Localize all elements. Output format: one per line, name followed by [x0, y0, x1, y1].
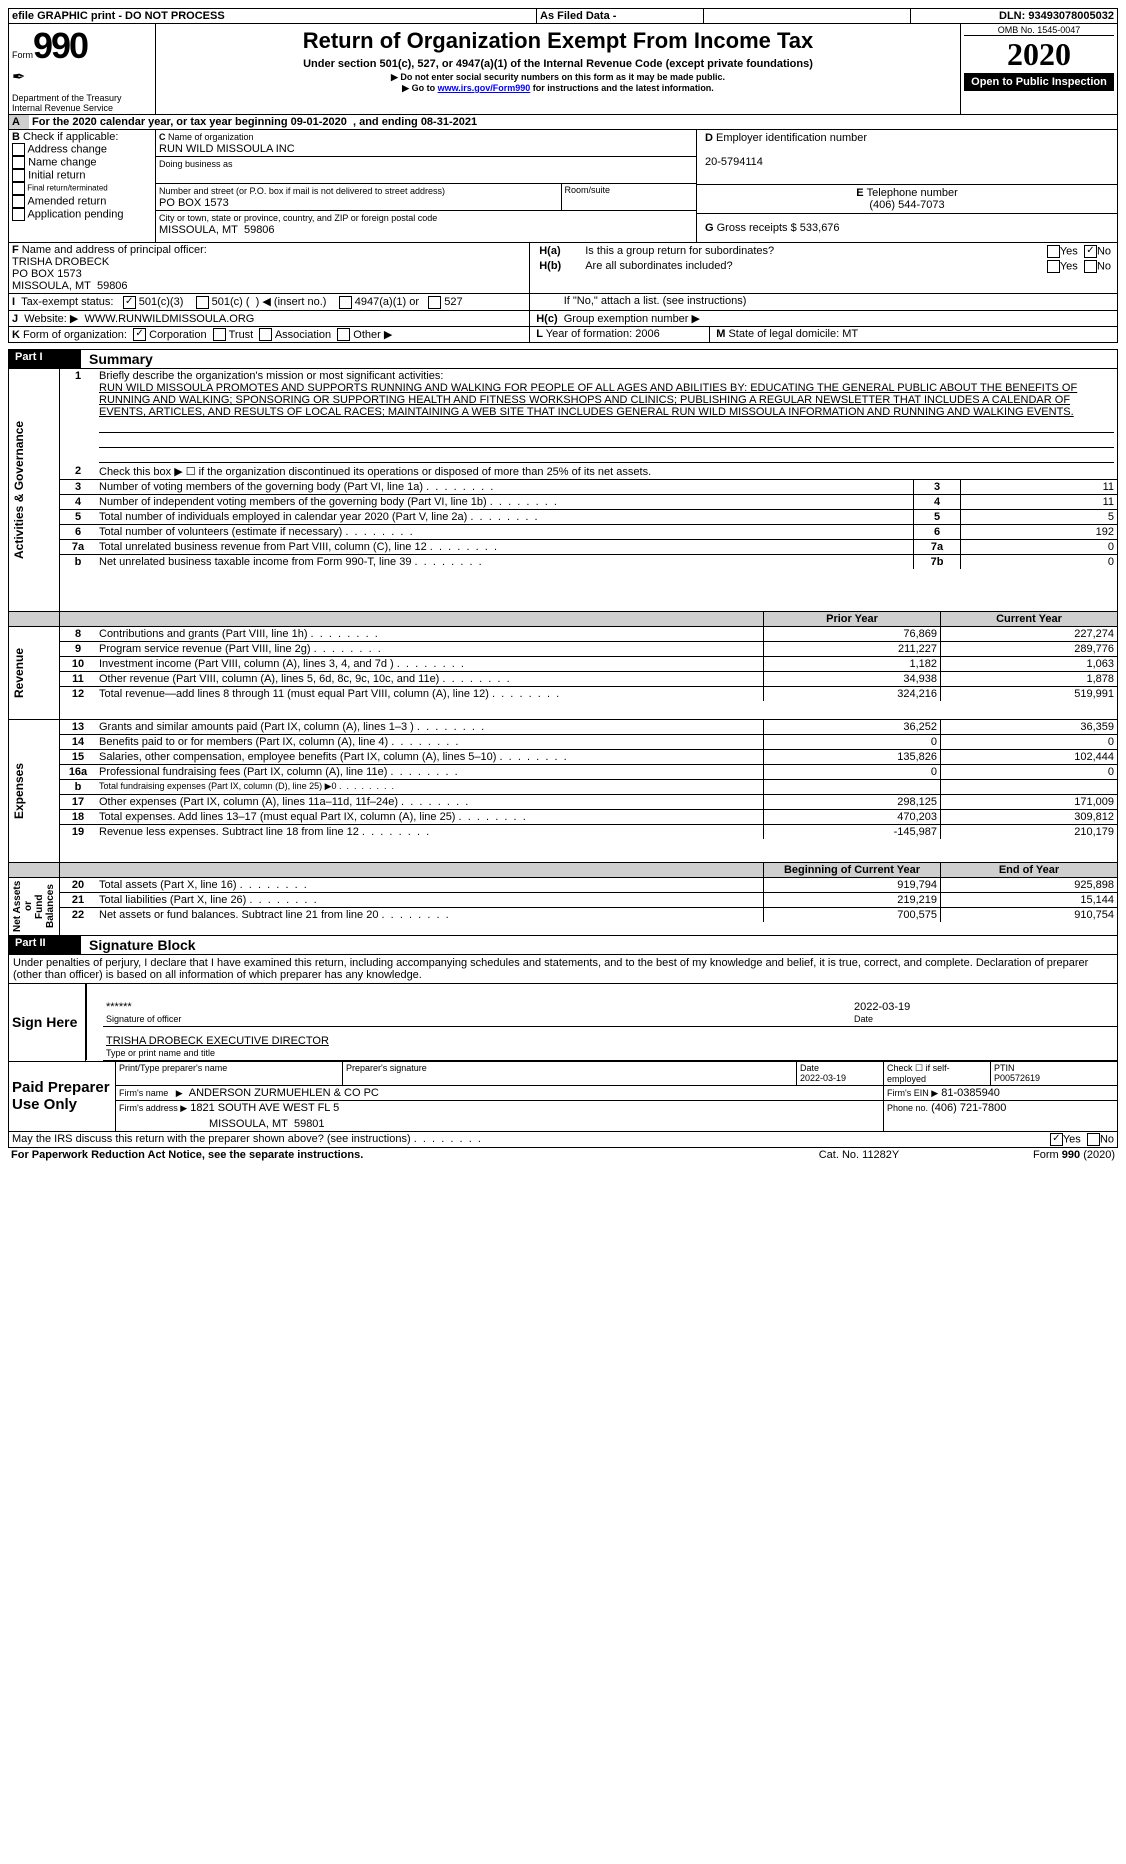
application-cb[interactable]: [12, 208, 25, 221]
identity-block: B Check if applicable: Address change Na…: [8, 130, 1118, 243]
top-bar: efile GRAPHIC print - DO NOT PROCESS As …: [8, 8, 1118, 24]
form-title: Return of Organization Exempt From Incom…: [159, 28, 957, 54]
tax-year: 2020: [964, 36, 1114, 73]
corp-cb[interactable]: ✓: [133, 328, 146, 341]
part1-summary: Activities & Governance 1Briefly describ…: [8, 369, 1118, 936]
addr-change-cb[interactable]: [12, 143, 25, 156]
mission: RUN WILD MISSOULA PROMOTES AND SUPPORTS …: [99, 382, 1077, 418]
form-number: 990: [33, 25, 87, 66]
website: WWW.RUNWILDMISSOULA.ORG: [84, 313, 254, 325]
initial-return-cb[interactable]: [12, 169, 25, 182]
header: Form990 ✒ Department of the Treasury Int…: [8, 24, 1118, 115]
phone: (406) 544-7073: [869, 199, 944, 211]
amended-cb[interactable]: [12, 195, 25, 208]
perjury: Under penalties of perjury, I declare th…: [8, 955, 1118, 984]
ha-no[interactable]: ✓: [1084, 245, 1097, 258]
gross-receipts: 533,676: [800, 222, 840, 234]
dln: 93493078005032: [1028, 10, 1114, 22]
period: For the 2020 calendar year, or tax year …: [29, 115, 1118, 130]
irs-link[interactable]: www.irs.gov/Form990: [438, 83, 531, 93]
501c3-cb[interactable]: ✓: [123, 296, 136, 309]
as-filed: As Filed Data -: [537, 9, 704, 24]
paid-preparer: Paid Preparer Use Only Print/Type prepar…: [8, 1062, 1118, 1132]
officer: TRISHA DROBECK PO BOX 1573 MISSOULA, MT …: [12, 256, 526, 292]
discuss-yes[interactable]: ✓: [1050, 1133, 1063, 1146]
name-change-cb[interactable]: [12, 156, 25, 169]
org-name: RUN WILD MISSOULA INC: [159, 143, 295, 155]
final-return-cb[interactable]: [12, 182, 25, 195]
efile-notice: efile GRAPHIC print - DO NOT PROCESS: [9, 9, 537, 24]
ein: 20-5794114: [705, 156, 763, 168]
dept: Department of the Treasury Internal Reve…: [12, 93, 152, 113]
sign-here: Sign Here ******Signature of officer2022…: [8, 984, 1118, 1062]
